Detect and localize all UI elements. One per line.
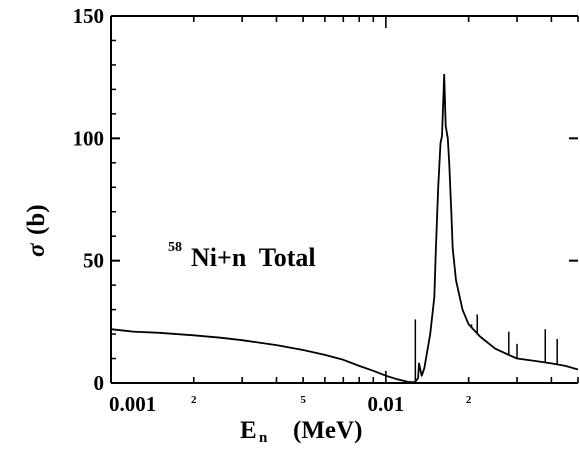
x-axis-title-unit: (MeV) [293,417,362,444]
y-tick-label: 0 [94,371,105,395]
y-tick-label: 100 [73,126,105,150]
x-tick-label: 2 [191,394,197,406]
cross-section-curve [110,73,579,384]
annotation-superscript: 58 [168,240,182,255]
y-axis-title-symbol: σ [23,242,50,257]
plot-frame [110,15,578,384]
y-axis-title-unit: (b) [23,204,50,235]
data-series [110,73,579,384]
y-tick-label: 50 [83,249,104,273]
y-axis-title: σ (b) [23,204,50,257]
x-axis-title: E n (MeV) [240,417,362,446]
axis-ticks [110,15,579,384]
x-tick-label: 2 [466,394,472,406]
resonance-spikes [414,134,558,382]
x-tick-label: 5 [300,394,306,406]
x-axis-title-subscript: n [259,430,268,446]
x-tick-label: 0.01 [367,392,404,416]
tick-labels: 0 50 100 150 0.001 2 5 0.01 2 [73,4,472,416]
x-axis-title-main: E [240,417,257,444]
x-tick-label: 0.001 [109,392,156,416]
annotation-label: Ni+n Total [191,243,316,272]
y-tick-label: 150 [73,4,105,28]
